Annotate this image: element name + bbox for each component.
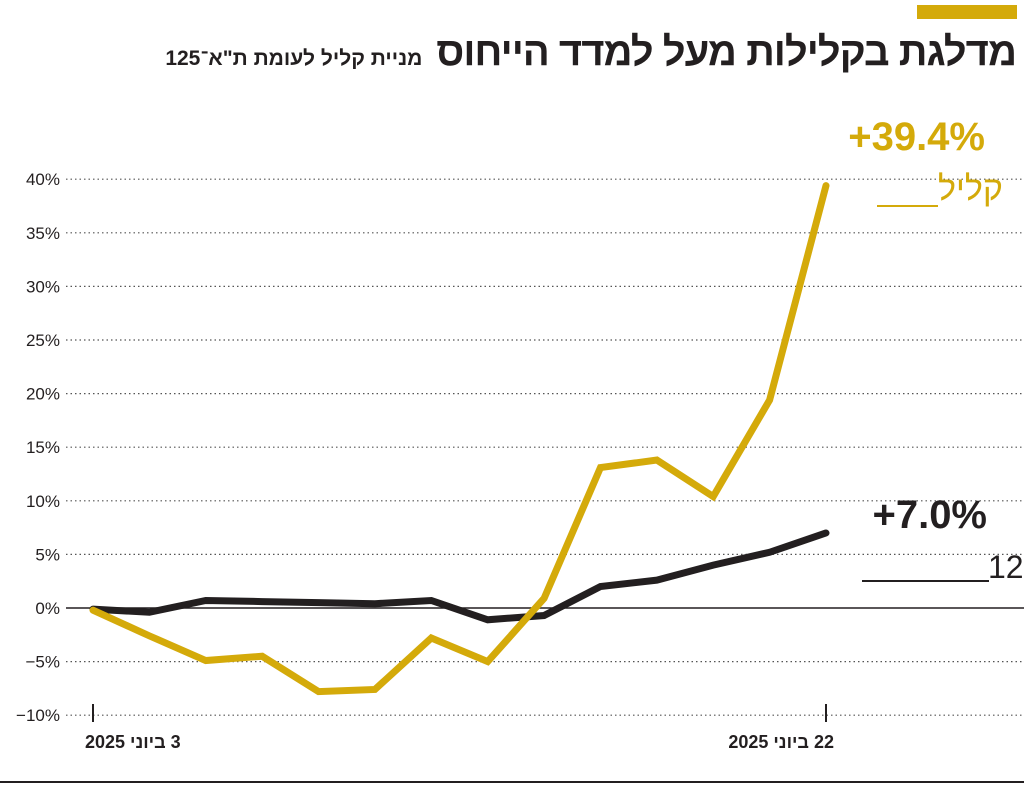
series-line xyxy=(89,529,830,624)
series-end-value: +7.0% xyxy=(872,493,987,537)
y-tick-label: 35% xyxy=(26,224,60,243)
y-tick-label: −10% xyxy=(16,706,60,725)
series-legend-label: ת"א־125 xyxy=(988,549,1024,585)
y-tick-label: −5% xyxy=(26,653,61,672)
y-tick-label: 15% xyxy=(26,438,60,457)
y-tick-label: 30% xyxy=(26,277,60,296)
y-tick-label: 0% xyxy=(35,599,60,618)
chart-subtitle: מניית קליל לעומת ת"א־125 xyxy=(165,47,423,70)
y-tick-label: 25% xyxy=(26,331,60,350)
chart-title: מדלגת בקלילות מעל למדד הייחוס xyxy=(436,30,1017,74)
series-legend-label: קליל xyxy=(938,170,1003,208)
x-tick-label: 22 ביוני 2025 xyxy=(728,732,834,752)
chart-header: מדלגת בקלילות מעל למדד הייחוס מניית קליל… xyxy=(165,30,1017,75)
y-tick-label: 10% xyxy=(26,492,60,511)
accent-bar xyxy=(917,5,1017,19)
y-tick-label: 20% xyxy=(26,385,60,404)
series-end-value: +39.4% xyxy=(848,115,985,159)
y-tick-label: 40% xyxy=(26,170,60,189)
x-tick-label: 3 ביוני 2025 xyxy=(85,732,181,752)
y-tick-label: 5% xyxy=(35,545,60,564)
series-line xyxy=(89,182,830,696)
